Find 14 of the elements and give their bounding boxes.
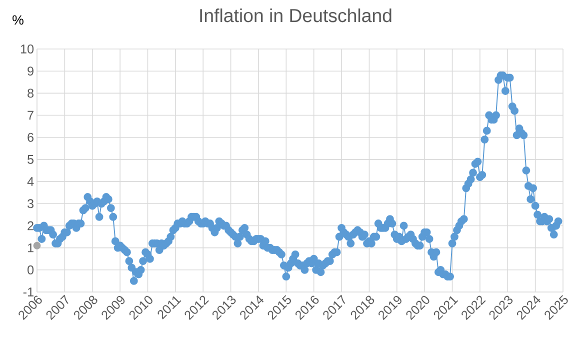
y-tick-label: 0 bbox=[28, 265, 34, 274]
y-tick-label: 10 bbox=[20, 44, 34, 54]
y-axis-title: % bbox=[12, 15, 24, 25]
y-tick-label: 2 bbox=[28, 221, 34, 230]
y-tick-label: 8 bbox=[28, 88, 34, 98]
y-tick-label: 7 bbox=[28, 110, 34, 120]
chart-title: Inflation in Deutschland bbox=[200, 8, 392, 22]
y-tick-label: 1 bbox=[28, 243, 34, 252]
y-tick-label: 4 bbox=[27, 177, 34, 186]
y-tick-label: 6 bbox=[28, 132, 34, 142]
y-tick-label: 5 bbox=[28, 155, 34, 164]
y-tick-label: 9 bbox=[28, 66, 34, 76]
y-tick-label: -1 bbox=[23, 288, 34, 296]
y-tick-label: 3 bbox=[28, 199, 34, 208]
